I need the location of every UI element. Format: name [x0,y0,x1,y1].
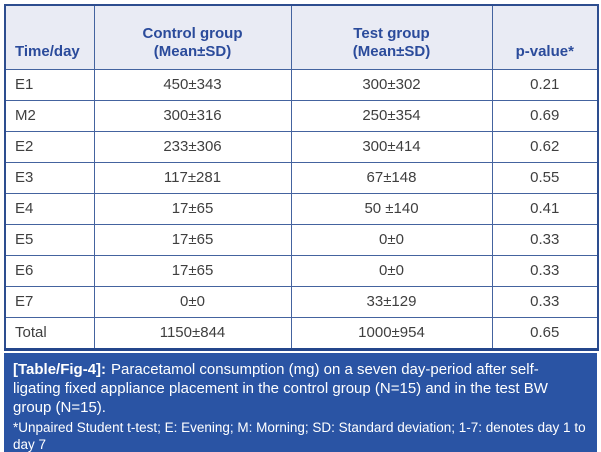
caption-band: [Table/Fig-4]: Paracetamol consumption (m… [4,353,597,452]
header-row: Time/day Control group (Mean±SD) Test gr… [4,4,599,70]
table-row: E1 450±343 300±302 0.21 [4,69,599,101]
cell-time-day: E4 [4,193,95,225]
cell-p-value: 0.33 [491,286,599,318]
cell-p-value: 0.41 [491,193,599,225]
cell-control-group: 300±316 [93,100,292,132]
cell-test-group: 300±414 [290,131,493,163]
cell-test-group: 0±0 [290,255,493,287]
cell-test-group: 50 ±140 [290,193,493,225]
header-p-value: p-value* [491,4,599,70]
figure-caption: [Table/Fig-4]: Paracetamol consumption (m… [13,360,588,417]
header-test-group: Test group (Mean±SD) [290,4,493,70]
cell-control-group: 17±65 [93,193,292,225]
cell-test-group: 67±148 [290,162,493,194]
cell-test-group: 250±354 [290,100,493,132]
figure-caption-text: Paracetamol consumption (mg) on a seven … [13,361,548,416]
cell-time-day: E3 [4,162,95,194]
cell-p-value: 0.33 [491,224,599,256]
table-row: E4 17±65 50 ±140 0.41 [4,193,599,225]
cell-time-day: E5 [4,224,95,256]
table-header: Time/day Control group (Mean±SD) Test gr… [4,4,599,70]
cell-control-group: 233±306 [93,131,292,163]
cell-p-value: 0.55 [491,162,599,194]
cell-time-day: E7 [4,286,95,318]
cell-p-value: 0.62 [491,131,599,163]
figure-caption-label: [Table/Fig-4]: [13,361,107,378]
cell-control-group: 17±65 [93,224,292,256]
header-control-group: Control group (Mean±SD) [93,4,292,70]
table-row: Total 1150±844 1000±954 0.65 [4,317,599,350]
cell-p-value: 0.33 [491,255,599,287]
cell-p-value: 0.69 [491,100,599,132]
paracetamol-consumption-table: Time/day Control group (Mean±SD) Test gr… [4,4,599,351]
cell-test-group: 1000±954 [290,317,493,350]
header-time-day: Time/day [4,4,95,70]
cell-test-group: 0±0 [290,224,493,256]
cell-test-group: 300±302 [290,69,493,101]
cell-p-value: 0.65 [491,317,599,350]
table-row: E5 17±65 0±0 0.33 [4,224,599,256]
table-row: E3 117±281 67±148 0.55 [4,162,599,194]
table-row: E6 17±65 0±0 0.33 [4,255,599,287]
cell-control-group: 117±281 [93,162,292,194]
cell-control-group: 450±343 [93,69,292,101]
table-row: E2 233±306 300±414 0.62 [4,131,599,163]
cell-test-group: 33±129 [290,286,493,318]
table-row: E7 0±0 33±129 0.33 [4,286,599,318]
cell-time-day: M2 [4,100,95,132]
cell-control-group: 1150±844 [93,317,292,350]
figure-footnote: *Unpaired Student t-test; E: Evening; M:… [13,420,586,452]
cell-control-group: 17±65 [93,255,292,287]
cell-time-day: E2 [4,131,95,163]
table-row: M2 300±316 250±354 0.69 [4,100,599,132]
cell-time-day: E1 [4,69,95,101]
cell-time-day: Total [4,317,95,350]
table-body: E1 450±343 300±302 0.21 M2 300±316 250±354 0.69… [4,69,599,350]
cell-p-value: 0.21 [491,69,599,101]
cell-control-group: 0±0 [93,286,292,318]
cell-time-day: E6 [4,255,95,287]
